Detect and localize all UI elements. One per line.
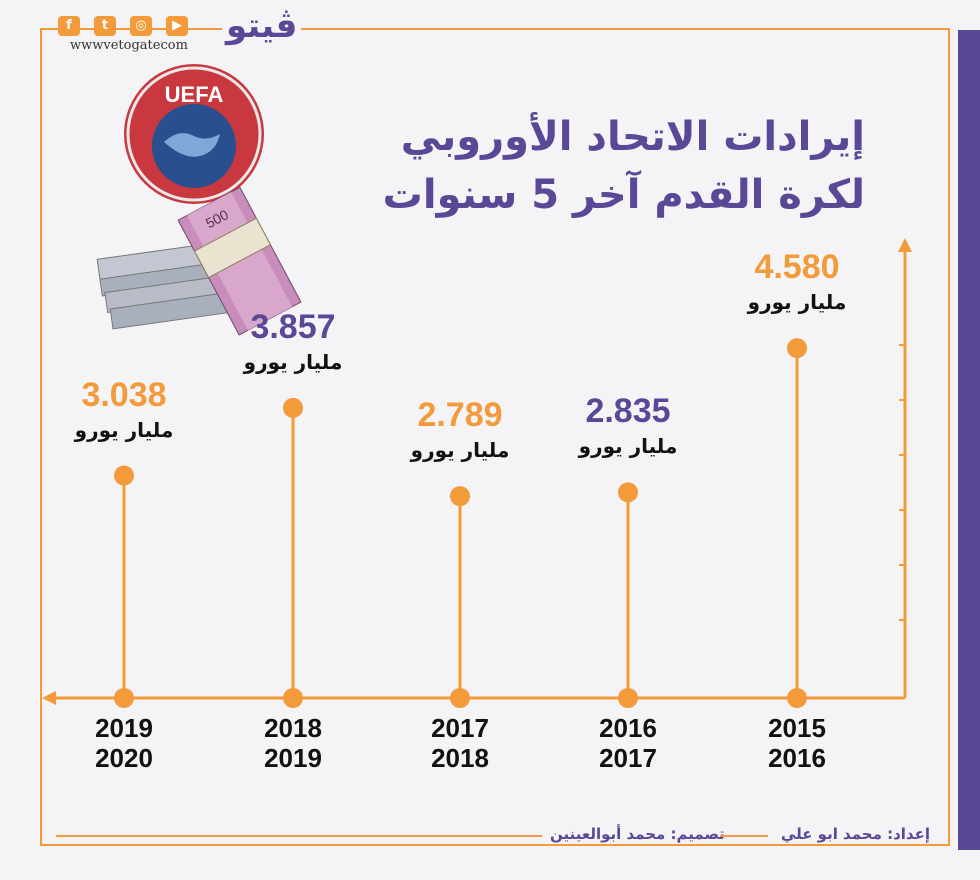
axis-point <box>450 688 470 708</box>
money-stack-image: 500 <box>96 186 302 336</box>
design-credit: تصميم: محمد أبوالعينين <box>550 825 725 843</box>
title-line-1: إيرادات الاتحاد الأوروبي <box>400 114 865 160</box>
footer-credits: تصميم: محمد أبوالعينين إعداد: محمد ابو ع… <box>40 825 950 849</box>
unit-label: مليار يورو <box>410 438 510 463</box>
axis-point <box>618 688 638 708</box>
data-label: 3.857 <box>250 307 336 346</box>
x-tick-label: 2015 2016 <box>768 713 826 773</box>
y-axis-arrow <box>898 238 912 252</box>
site-url[interactable]: wwwvetogatecom <box>70 38 188 53</box>
data-point <box>114 465 134 486</box>
unit-label: مليار يورو <box>74 417 174 442</box>
x-axis-arrow <box>42 691 56 705</box>
x-tick-label: 2018 2019 <box>264 713 322 773</box>
axis-point <box>787 688 807 708</box>
social-icons: f t ◎ ▶ <box>58 16 188 36</box>
data-label: 2.789 <box>417 396 503 435</box>
frame-border <box>40 28 950 846</box>
unit-label: مليار يورو <box>747 290 847 315</box>
uefa-emblem: UEFA <box>124 64 264 204</box>
twitter-icon[interactable]: t <box>94 16 116 36</box>
emblem-text: UEFA <box>165 82 224 107</box>
x-tick-label: 2016 2017 <box>599 713 657 773</box>
title-line-2: لكرة القدم آخر 5 سنوات <box>382 172 865 218</box>
data-point <box>787 338 807 359</box>
credit-divider <box>56 835 542 837</box>
logo[interactable]: ڤيتو <box>222 6 302 46</box>
axis-point <box>114 688 134 708</box>
prepared-credit: إعداد: محمد ابو علي <box>780 825 930 843</box>
axis-point <box>283 688 303 708</box>
credit-divider <box>720 835 768 837</box>
data-label: 3.038 <box>81 375 167 414</box>
page-title: إيرادات الاتحاد الأوروبي لكرة القدم آخر … <box>305 108 865 224</box>
unit-label: مليار يورو <box>578 434 678 459</box>
data-point <box>618 482 638 503</box>
instagram-icon[interactable]: ◎ <box>130 16 152 36</box>
unit-label: مليار يورو <box>243 349 343 374</box>
facebook-icon[interactable]: f <box>58 16 80 36</box>
data-point <box>283 397 303 418</box>
data-label: 2.835 <box>585 392 671 431</box>
youtube-icon[interactable]: ▶ <box>166 16 188 36</box>
data-label: 4.580 <box>754 248 840 287</box>
x-tick-label: 2017 2018 <box>431 713 489 773</box>
data-point <box>450 486 470 507</box>
x-tick-label: 2019 2020 <box>95 713 153 773</box>
side-bar <box>958 30 980 850</box>
